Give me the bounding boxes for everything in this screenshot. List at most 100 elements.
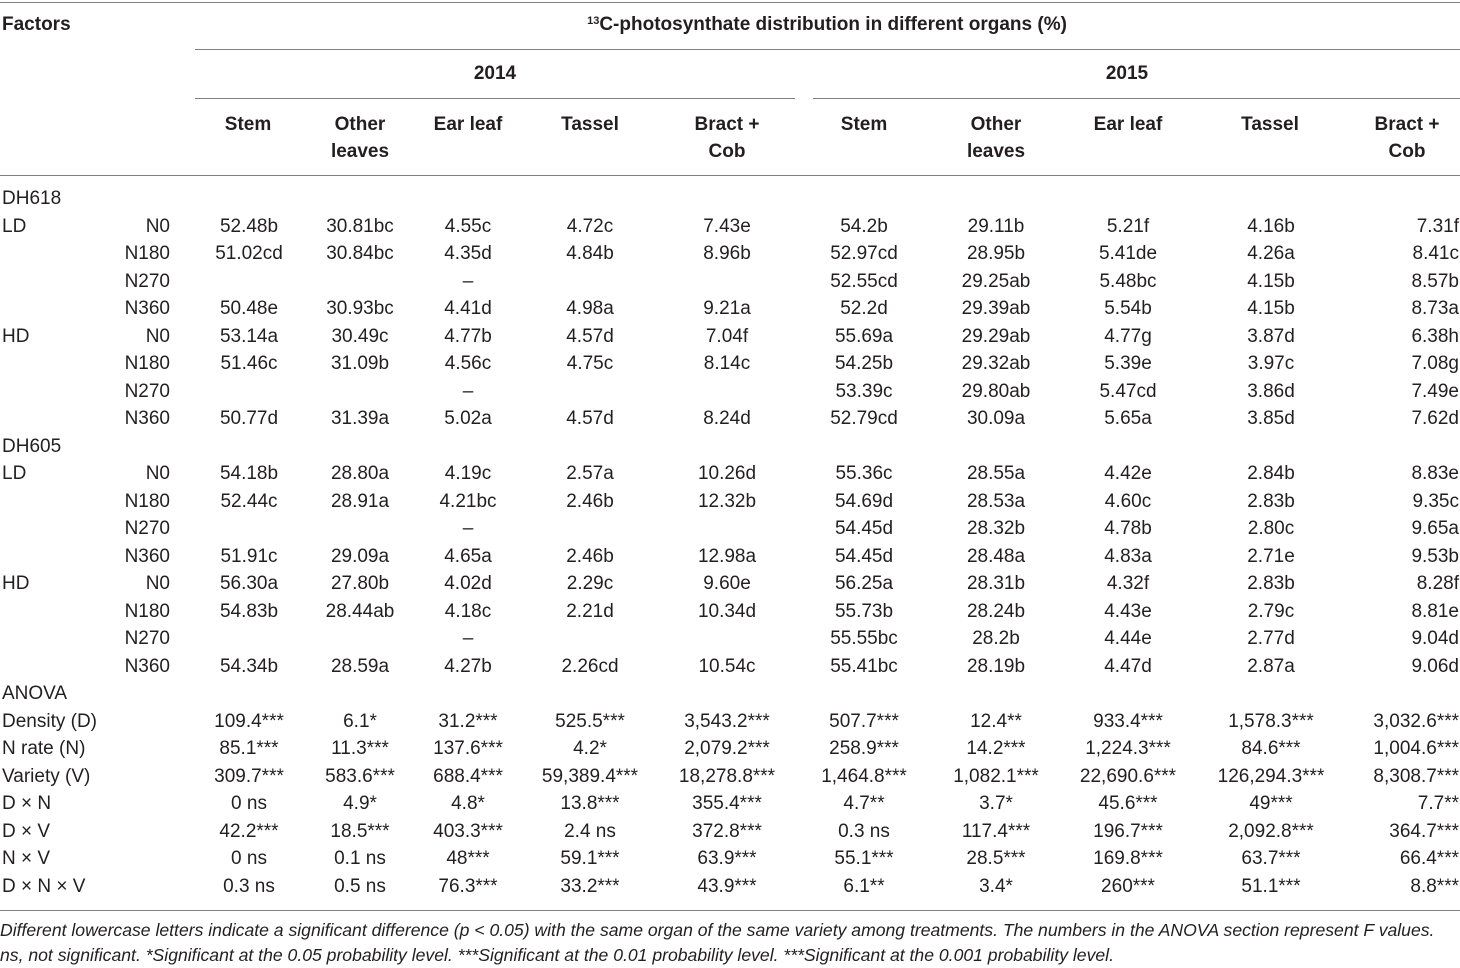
table-cell: 3.97c — [1247, 353, 1295, 374]
table-cell: 4.27b — [444, 655, 492, 677]
table-cell: 66.4*** — [1399, 848, 1459, 869]
table-cell: 4.72c — [566, 215, 614, 237]
table-cell: 4.42e — [1104, 463, 1152, 484]
table-cell: – — [462, 628, 474, 649]
table-cell: 4.65a — [444, 545, 492, 567]
table-cell: 196.7*** — [1093, 820, 1163, 842]
table-cell: 8.41c — [1412, 243, 1459, 264]
table-cell: 9.21a — [703, 298, 751, 319]
table-cell: 28.2b — [972, 628, 1020, 649]
table-cell: 6.1* — [343, 710, 377, 732]
table-cell: 0 ns — [231, 848, 267, 869]
table-cell: 4.84b — [566, 243, 614, 264]
table-cell: 5.39e — [1104, 353, 1152, 374]
table-cell: 4.44e — [1104, 628, 1152, 649]
table-cell: 9.04d — [1411, 628, 1459, 649]
table-cell: 2.71e — [1247, 545, 1295, 567]
table-cell: 3.87d — [1247, 325, 1295, 347]
table-cell: 18.5*** — [330, 820, 390, 842]
table-cell: 2.83b — [1247, 573, 1295, 594]
table-cell: 4.55c — [444, 215, 492, 237]
table-cell: 5.54b — [1104, 298, 1152, 319]
table-cell: 364.7*** — [1389, 820, 1459, 842]
table-cell: 54.69d — [834, 490, 894, 512]
table-cell: 52.44c — [220, 490, 278, 512]
table-cell: 52.48b — [219, 215, 279, 237]
table-cell: 7.49e — [1411, 380, 1459, 402]
table-cell: 28.91a — [330, 490, 390, 512]
table-cell: 51.1*** — [1241, 875, 1301, 897]
header-bottom-rule — [0, 175, 1460, 176]
table-cell: 5.47cd — [1099, 380, 1157, 402]
table-cell: 4.98a — [566, 298, 614, 319]
table-cell: 5.21f — [1106, 215, 1150, 237]
table-cell: 5.65a — [1104, 408, 1152, 429]
table-cell: 4.15b — [1247, 298, 1295, 319]
table-cell: 7.62d — [1411, 408, 1459, 429]
table-cell: 4.26a — [1247, 243, 1295, 264]
col-2015-stem: Stem — [840, 114, 888, 135]
table-cell: 4.02d — [444, 573, 492, 594]
table-cell: 52.55cd — [830, 270, 898, 292]
table-cell: 63.9*** — [697, 848, 757, 869]
table-cell: 8.8*** — [1410, 875, 1459, 897]
year-2014-underline — [195, 98, 795, 99]
table-cell: 55.73b — [834, 600, 894, 622]
table-cell: 28.32b — [966, 518, 1026, 539]
year-2015-underline — [813, 98, 1460, 99]
table-cell: 2.46b — [566, 545, 614, 567]
table-cell: 51.02cd — [215, 243, 283, 264]
table-cell: 31.09b — [330, 353, 390, 374]
row-label: D × V — [2, 820, 51, 842]
year-2015: 2015 — [1105, 63, 1149, 84]
table-cell: 29.09a — [330, 545, 390, 567]
row-label: LD — [2, 215, 27, 237]
table-cell: 53.39c — [835, 380, 893, 402]
table-cell: 50.48e — [219, 298, 279, 319]
row-nrate: N270 — [124, 380, 170, 402]
table-cell: 31.39a — [330, 408, 390, 429]
table-cell: 3,543.2*** — [684, 710, 770, 732]
table-cell: 29.29ab — [961, 325, 1031, 347]
table-cell: 12.4** — [970, 710, 1022, 732]
table-cell: – — [462, 380, 474, 402]
year-2014: 2014 — [473, 63, 517, 84]
table-cell: 10.34d — [697, 600, 757, 622]
table-cell: 52.79cd — [830, 408, 898, 429]
table-cell: 12.98a — [697, 545, 757, 567]
table-cell: 5.02a — [444, 408, 492, 429]
table-cell: 11.3*** — [331, 738, 389, 759]
table-bottom-rule — [0, 910, 1460, 911]
table-cell: 84.6*** — [1241, 738, 1301, 759]
row-label: LD — [2, 463, 27, 484]
table-cell: 28.53a — [966, 490, 1026, 512]
table-cell: 85.1*** — [219, 738, 279, 759]
table-cell: 4.19c — [444, 463, 492, 484]
table-cell: 583.6*** — [325, 765, 395, 787]
table-cell: 54.83b — [219, 600, 279, 622]
table-cell: 4.60c — [1104, 490, 1152, 512]
table-cell: 4.77g — [1104, 325, 1152, 347]
table-cell: 49*** — [1249, 793, 1293, 814]
table-cell: 2.26cd — [561, 655, 619, 677]
table-cell: 8.14c — [703, 353, 751, 374]
table-cell: 55.69a — [834, 325, 894, 347]
table-cell: 28.95b — [966, 243, 1026, 264]
table-cell: 355.4*** — [692, 793, 762, 814]
table-cell: 30.81bc — [326, 215, 394, 237]
col-2014-ear-leaf: Ear leaf — [433, 114, 503, 135]
table-cell: 55.41bc — [830, 655, 898, 677]
table-cell: 56.30a — [219, 573, 279, 594]
table-cell: 4.47d — [1104, 655, 1152, 677]
table-cell: 4.56c — [444, 353, 492, 374]
col-2015-ear-leaf: Ear leaf — [1093, 114, 1163, 135]
table-cell: 55.55bc — [830, 628, 898, 649]
table-cell: 76.3*** — [438, 875, 498, 897]
table-cell: 28.5*** — [966, 848, 1026, 869]
table-cell: 309.7*** — [214, 765, 284, 787]
table-cell: 2.77d — [1247, 628, 1295, 649]
table-cell: 4.78b — [1104, 518, 1152, 539]
table-cell: 2,079.2*** — [684, 738, 770, 759]
caption-text: C-photosynthate distribution in differen… — [599, 14, 1067, 35]
table-cell: 6.1** — [843, 875, 885, 897]
